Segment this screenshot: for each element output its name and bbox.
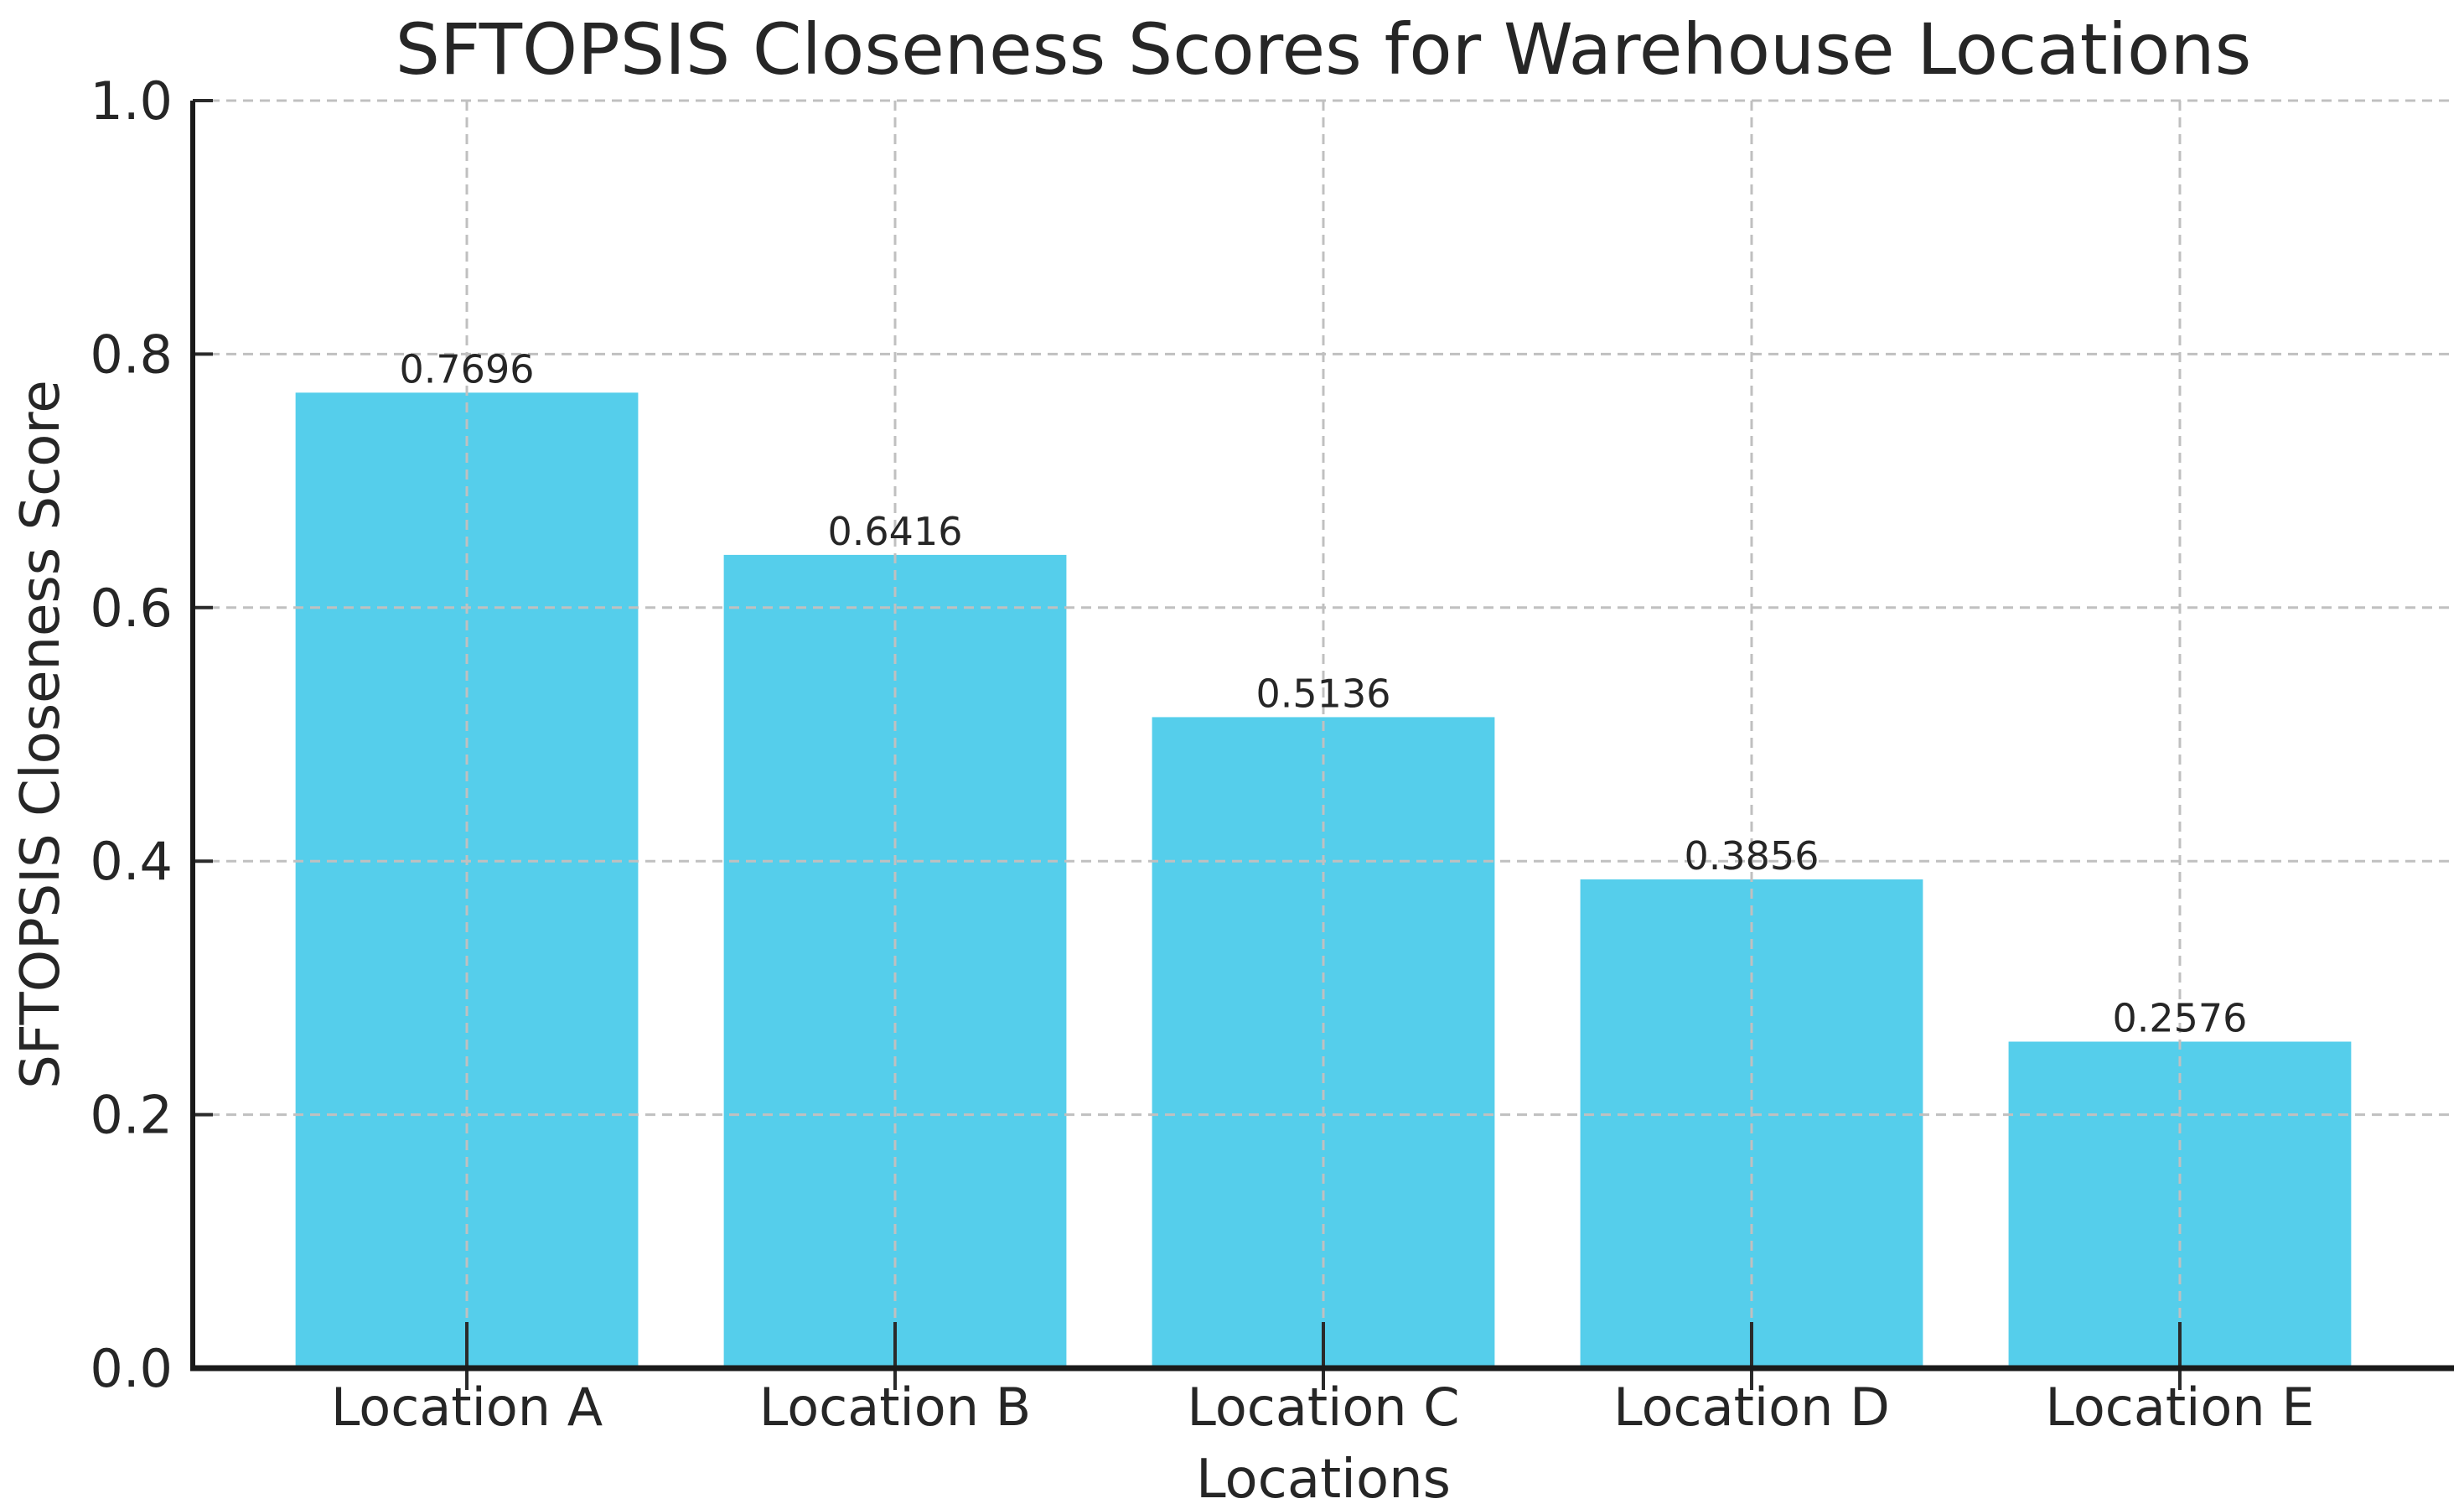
bar-value-label: 0.6416 <box>828 509 963 554</box>
bar-value-label: 0.2576 <box>2112 996 2247 1041</box>
y-tick-label: 0.8 <box>90 324 173 385</box>
tick-labels-layer: 0.0 0.2 0.4 0.6 0.8 1.0 Location A Location B Lo… <box>90 70 2314 1438</box>
value-labels-layer: 0.7696 0.6416 0.5136 0.3856 0.2576 <box>400 346 2248 1040</box>
y-tick-label: 0.0 <box>90 1338 173 1399</box>
x-tick-label: Location E <box>2045 1377 2314 1438</box>
bar-value-label: 0.3856 <box>1685 833 1820 879</box>
ticks-layer <box>193 99 2182 1390</box>
y-axis-label: SFTOPSIS Closeness Score <box>10 380 72 1088</box>
x-axis-label: Locations <box>1196 1449 1451 1509</box>
y-tick-label: 0.2 <box>90 1085 173 1146</box>
y-tick-label: 0.6 <box>90 578 173 639</box>
y-tick-label: 0.4 <box>90 831 173 892</box>
bar-value-label: 0.7696 <box>400 346 535 392</box>
x-tick-label: Location B <box>759 1377 1031 1438</box>
x-tick-label: Location A <box>331 1377 603 1438</box>
gridlines-layer <box>193 99 2454 1368</box>
spines-layer <box>190 101 2454 1372</box>
y-tick-label: 1.0 <box>90 70 173 132</box>
bar-value-label: 0.5136 <box>1256 671 1391 716</box>
x-tick-label: Location C <box>1187 1377 1459 1438</box>
x-tick-label: Location D <box>1613 1377 1890 1438</box>
chart-title: SFTOPSIS Closeness Scores for Warehouse … <box>396 8 2252 91</box>
